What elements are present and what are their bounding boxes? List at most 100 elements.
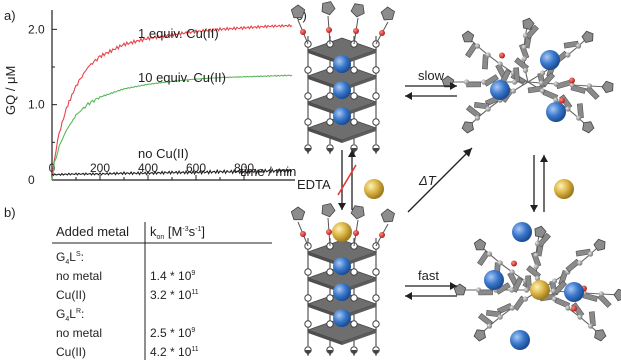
table-cell-kon: 1.4 * 109: [150, 269, 195, 283]
copper-complex-network: [453, 222, 621, 350]
backbone-node: [463, 79, 470, 85]
copper-ion: [554, 179, 574, 199]
assembly-scheme: slow fast EDTA ΔT: [290, 1, 621, 356]
backbone-node: [350, 118, 358, 126]
table-header-metal: Added metal: [56, 224, 129, 239]
guanine-vane: [536, 232, 551, 248]
kinetics-chart: 01.02.0 0 200 400 600 800 time / min GQ / μM…: [3, 10, 296, 187]
guanine-vane: [466, 81, 481, 88]
ligand-pentagon: [290, 206, 306, 221]
guanine-vane: [465, 104, 481, 119]
arrowhead: [540, 155, 548, 162]
backbone-node: [304, 66, 312, 74]
backbone-node: [521, 44, 527, 50]
arrowhead: [348, 150, 356, 157]
backbone-node: [350, 294, 358, 302]
backbone-node: [550, 288, 557, 294]
y-axis-label: GQ / μM: [3, 66, 18, 115]
backbone-node: [522, 67, 529, 73]
arrowhead: [530, 205, 538, 212]
backbone-node: [486, 323, 493, 329]
guanine-vane: [525, 275, 532, 291]
x-tick-label: 400: [138, 161, 158, 175]
backbone-node: [587, 323, 594, 329]
guanine-vane: [552, 280, 568, 295]
ligand-pentagon: [593, 238, 606, 252]
label-delta-t: ΔT: [418, 173, 437, 188]
cation-sphere: [484, 270, 504, 290]
cation-sphere: [333, 55, 351, 73]
backbone-node: [565, 52, 571, 58]
backbone-node: [372, 92, 380, 100]
guanine-vane: [473, 101, 490, 110]
cation-sphere: [490, 80, 510, 100]
ligand-pentagon: [350, 3, 365, 18]
cation-sphere: [540, 50, 560, 70]
linker-dot: [379, 30, 385, 36]
backbone-node: [304, 118, 312, 126]
series-label-1-equiv: 1 equiv. Cu(II): [138, 26, 219, 41]
tail-arrow: [351, 350, 357, 356]
cation-sphere: [510, 330, 530, 350]
y-tick-label: 1.0: [28, 98, 45, 112]
label-fast: fast: [418, 268, 439, 283]
linker-dot: [499, 52, 505, 59]
guanine-vane: [511, 277, 524, 293]
linker-dot: [559, 97, 565, 104]
y-tick-label: 2.0: [28, 22, 45, 36]
linker-dot: [569, 77, 575, 84]
ligand-pentagon: [594, 329, 607, 342]
backbone-node: [497, 61, 503, 67]
arrowhead: [450, 82, 457, 90]
ligand-pentagon: [601, 80, 614, 94]
guanine-vane: [483, 74, 499, 87]
backbone-node: [586, 83, 593, 89]
backbone-node: [587, 251, 594, 257]
copper-ion: [530, 280, 550, 300]
cation-sphere: [333, 107, 351, 125]
table-cell-metal: no metal: [56, 326, 102, 340]
cation-sphere: [333, 283, 351, 301]
guanine-vane: [554, 297, 571, 309]
g-quadruplex-stack-top: [290, 1, 395, 154]
table-cell-kon: 2.5 * 109: [150, 326, 195, 340]
table-cell-metal: Cu(II): [56, 288, 86, 302]
x-axis-label: time / min: [240, 164, 296, 179]
label-edta: EDTA: [297, 177, 331, 192]
cation-sphere: [512, 222, 532, 242]
backbone-node: [575, 115, 582, 121]
guanine-vane: [524, 24, 539, 40]
backbone-node: [553, 81, 559, 87]
label-slow: slow: [418, 68, 445, 83]
cation-sphere: [333, 309, 351, 327]
ligand-pentagon: [581, 30, 594, 44]
guanine-vane: [485, 309, 502, 318]
table-group-label: G4LR:: [56, 307, 84, 323]
tail-arrow: [327, 350, 333, 356]
g-quadruplex-stack-bottom: [290, 203, 395, 356]
series-line: [51, 167, 293, 177]
backbone-node: [350, 320, 358, 328]
backbone-node: [522, 296, 529, 302]
guanine-vane: [465, 42, 478, 59]
backbone-node: [565, 106, 571, 112]
guanine-vane: [513, 67, 520, 83]
backbone-node: [326, 294, 334, 302]
tail-arrow: [327, 148, 333, 154]
tail-arrow: [351, 148, 357, 154]
backbone-node: [523, 287, 530, 293]
backbone-node: [533, 264, 539, 270]
backbone-node: [326, 92, 334, 100]
backbone-node: [474, 115, 481, 121]
tail-arrow: [305, 148, 311, 154]
guanine-vane: [477, 312, 493, 327]
x-tick-label: 200: [90, 161, 110, 175]
tail-arrow: [305, 350, 311, 356]
ligand-pentagon: [461, 30, 475, 43]
linker-dot: [326, 27, 332, 33]
backbone-node: [577, 314, 583, 320]
backbone-node: [522, 33, 529, 39]
backbone-node: [350, 92, 358, 100]
backbone-node: [304, 268, 312, 276]
backbone-node: [575, 43, 582, 49]
